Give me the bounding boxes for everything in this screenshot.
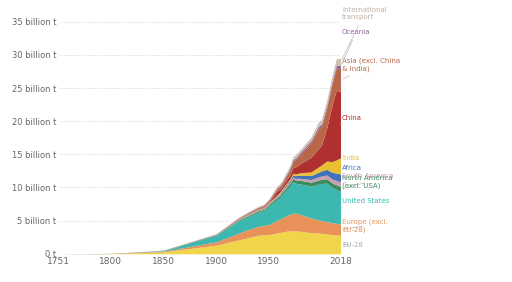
Text: India: India: [340, 155, 359, 166]
Text: North America
(excl. USA): North America (excl. USA): [342, 175, 393, 189]
Text: Oceania: Oceania: [342, 29, 371, 65]
Text: Africa: Africa: [342, 165, 362, 176]
Text: International
transport: International transport: [342, 7, 387, 60]
Text: South America: South America: [342, 173, 393, 183]
Text: United States: United States: [340, 198, 389, 208]
Text: Asia (excl. China
& India): Asia (excl. China & India): [342, 58, 400, 79]
Text: EU-28: EU-28: [342, 241, 363, 248]
Text: China: China: [340, 115, 362, 125]
Text: Europe (excl.
EU-28): Europe (excl. EU-28): [342, 219, 388, 233]
